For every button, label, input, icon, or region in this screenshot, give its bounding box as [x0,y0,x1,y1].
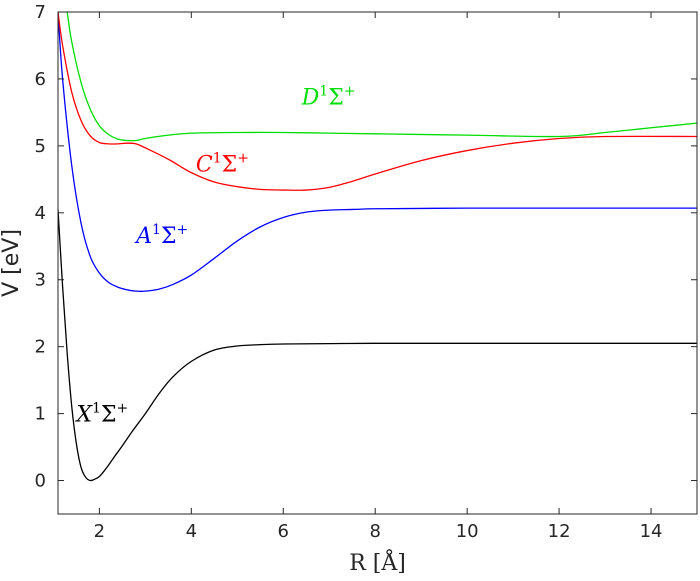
x-tick-label: 10 [456,521,479,542]
y-tick-label: 1 [35,404,46,425]
y-tick-label: 0 [35,471,46,492]
curve-label-a: A1Σ+ [134,222,188,249]
y-tick-label: 6 [35,69,46,90]
y-axis-title: V [eV] [0,229,24,297]
plot-background [58,12,697,514]
y-tick-label: 4 [35,203,46,224]
x-tick-label: 8 [369,521,380,542]
plot-area [58,12,697,514]
y-tick-label: 5 [35,136,46,157]
series-line-a [58,12,697,292]
x-tick-label: 14 [640,521,663,542]
series-line-x [58,209,697,482]
curves [58,12,697,482]
curve-label-x: X1Σ+ [74,401,128,428]
x-tick-label: 2 [94,521,105,542]
y-tick-label: 3 [35,270,46,291]
curve-labels: D1Σ+ C1Σ+ A1Σ+ X1Σ+ [74,83,355,427]
x-axis-title: R [Å] [349,548,406,576]
series-line-d [66,12,697,142]
axes-frame [57,11,698,515]
x-tick-label: 4 [186,521,197,542]
y-tick-label: 7 [35,2,46,23]
series-line-c [58,12,697,191]
x-tick-label: 6 [278,521,289,542]
curve-label-d: D1Σ+ [301,83,356,110]
curve-label-c: C1Σ+ [196,150,249,177]
x-tick-label: 12 [548,521,571,542]
y-tick-label: 2 [35,337,46,358]
